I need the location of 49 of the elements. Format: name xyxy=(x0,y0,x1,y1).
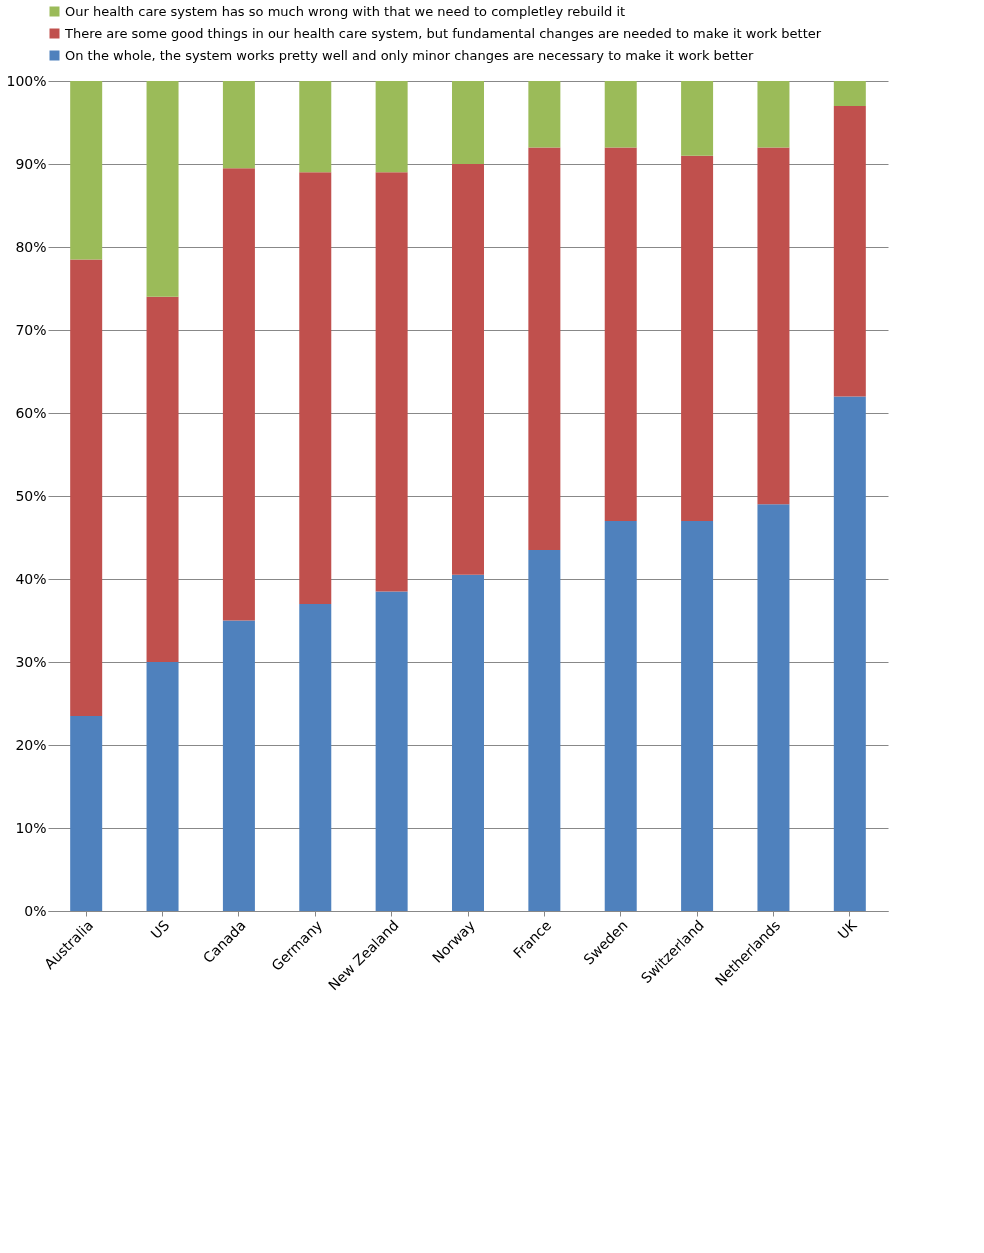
bar xyxy=(604,81,637,148)
bar xyxy=(70,81,103,260)
legend-label: There are some good things in our health care system, but fundamental changes are needed to make it work better xyxy=(64,25,822,41)
bar xyxy=(146,81,179,297)
bar xyxy=(222,168,255,621)
bar xyxy=(146,296,179,662)
x-tick-label: US xyxy=(147,917,173,942)
bar xyxy=(681,520,714,911)
bar xyxy=(146,662,179,911)
x-tick-label: UK xyxy=(834,916,861,943)
y-tick-label: 20% xyxy=(15,736,47,753)
bar xyxy=(452,81,484,164)
bar xyxy=(452,164,484,575)
bar xyxy=(681,155,714,521)
bar xyxy=(299,603,332,911)
bar xyxy=(222,620,255,911)
bar xyxy=(299,172,332,604)
bar xyxy=(528,147,561,550)
bar xyxy=(757,81,790,148)
y-tick-label: 50% xyxy=(15,487,47,504)
bar xyxy=(833,105,866,397)
bar xyxy=(604,520,637,911)
legend-label: Our health care system has so much wrong with that we need to completley rebuild it xyxy=(65,3,626,19)
bar xyxy=(833,81,866,106)
bar xyxy=(528,549,561,911)
bar xyxy=(833,396,866,911)
bar xyxy=(375,81,408,173)
bar xyxy=(681,81,714,156)
y-tick-label: 0% xyxy=(24,902,47,919)
bar xyxy=(757,147,790,505)
y-tick-label: 70% xyxy=(15,321,47,338)
bar xyxy=(604,147,637,521)
bar xyxy=(299,81,332,173)
bar xyxy=(70,715,103,911)
bar xyxy=(70,259,103,716)
y-tick-label: 100% xyxy=(6,72,47,89)
bar xyxy=(375,172,408,592)
y-tick-label: 40% xyxy=(15,570,47,587)
bar xyxy=(222,81,255,169)
bar xyxy=(375,591,408,911)
y-tick-label: 60% xyxy=(15,404,47,421)
y-tick-label: 80% xyxy=(15,238,47,255)
y-tick-label: 30% xyxy=(15,653,47,670)
y-tick-label: 90% xyxy=(15,155,47,172)
bar xyxy=(528,81,561,148)
y-tick-label: 10% xyxy=(15,819,47,836)
bar xyxy=(452,574,484,911)
bar xyxy=(757,504,790,911)
legend-label: On the whole, the system works pretty well and only minor changes are necessary to make it work better xyxy=(65,47,755,63)
